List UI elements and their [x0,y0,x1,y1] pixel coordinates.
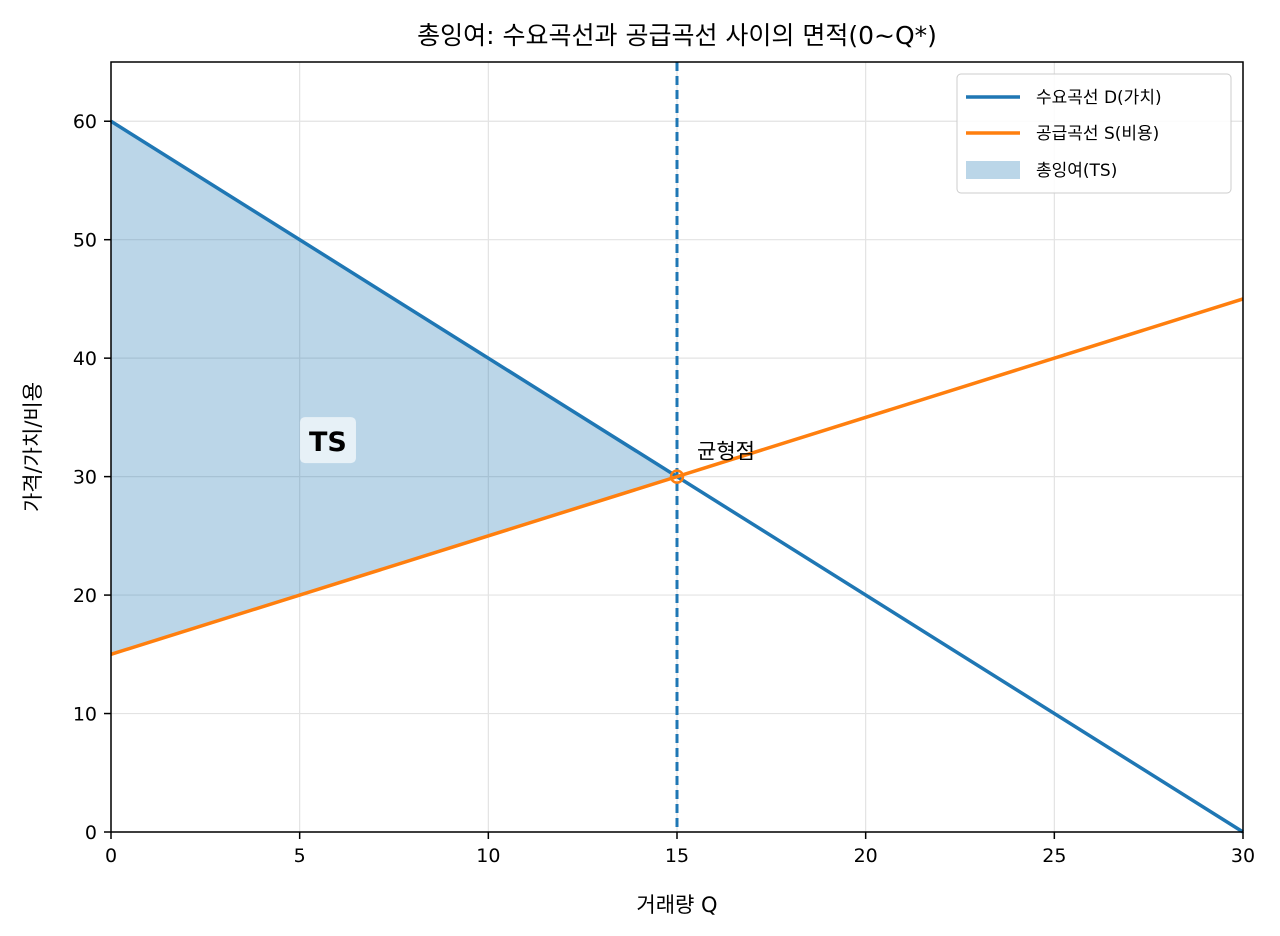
supply-curve [110,297,1244,656]
y-tick-label: 10 [73,704,97,726]
series-layer [110,62,1244,834]
x-tick-label: 5 [294,845,306,867]
legend-swatch-total-surplus [966,161,1020,179]
y-tick-label: 30 [73,467,97,489]
legend-box [956,73,1232,194]
y-axis-label: 가격/가치/비용 [21,382,45,512]
legend-label-demand: 수요곡선 D(가치) [1036,88,1162,108]
tick-layer: 0 5 10 15 20 25 30 0 10 20 30 40 50 60 [73,111,1255,867]
y-tick-label: 20 [73,585,97,607]
chart-title: 총잉여: 수요곡선과 공급곡선 사이의 면적(0~Q*) [417,21,937,50]
y-tick-label: 50 [73,230,97,252]
legend-label-supply: 공급곡선 S(비용) [1036,124,1159,144]
x-axis-label: 거래량 Q [636,893,717,917]
y-tick-label: 40 [73,348,97,370]
ts-label-box [299,417,356,464]
x-tick-label: 0 [105,845,117,867]
x-tick-label: 15 [665,845,689,867]
x-tick-label: 30 [1231,845,1255,867]
legend-label-total-surplus: 총잉여(TS) [1036,161,1117,181]
x-tick-label: 25 [1042,845,1066,867]
y-tick-label: 60 [73,111,97,133]
legend: 수요곡선 D(가치) 공급곡선 S(비용) 총잉여(TS) [956,73,1232,194]
y-tick-label: 0 [85,822,97,844]
equilibrium-label: 균형점 [697,440,755,464]
ts-label: TS [309,427,347,458]
equilibrium-point [669,469,685,484]
x-tick-label: 20 [854,845,878,867]
x-tick-label: 10 [476,845,500,867]
annotation-layer: 균형점 TS [299,417,755,484]
